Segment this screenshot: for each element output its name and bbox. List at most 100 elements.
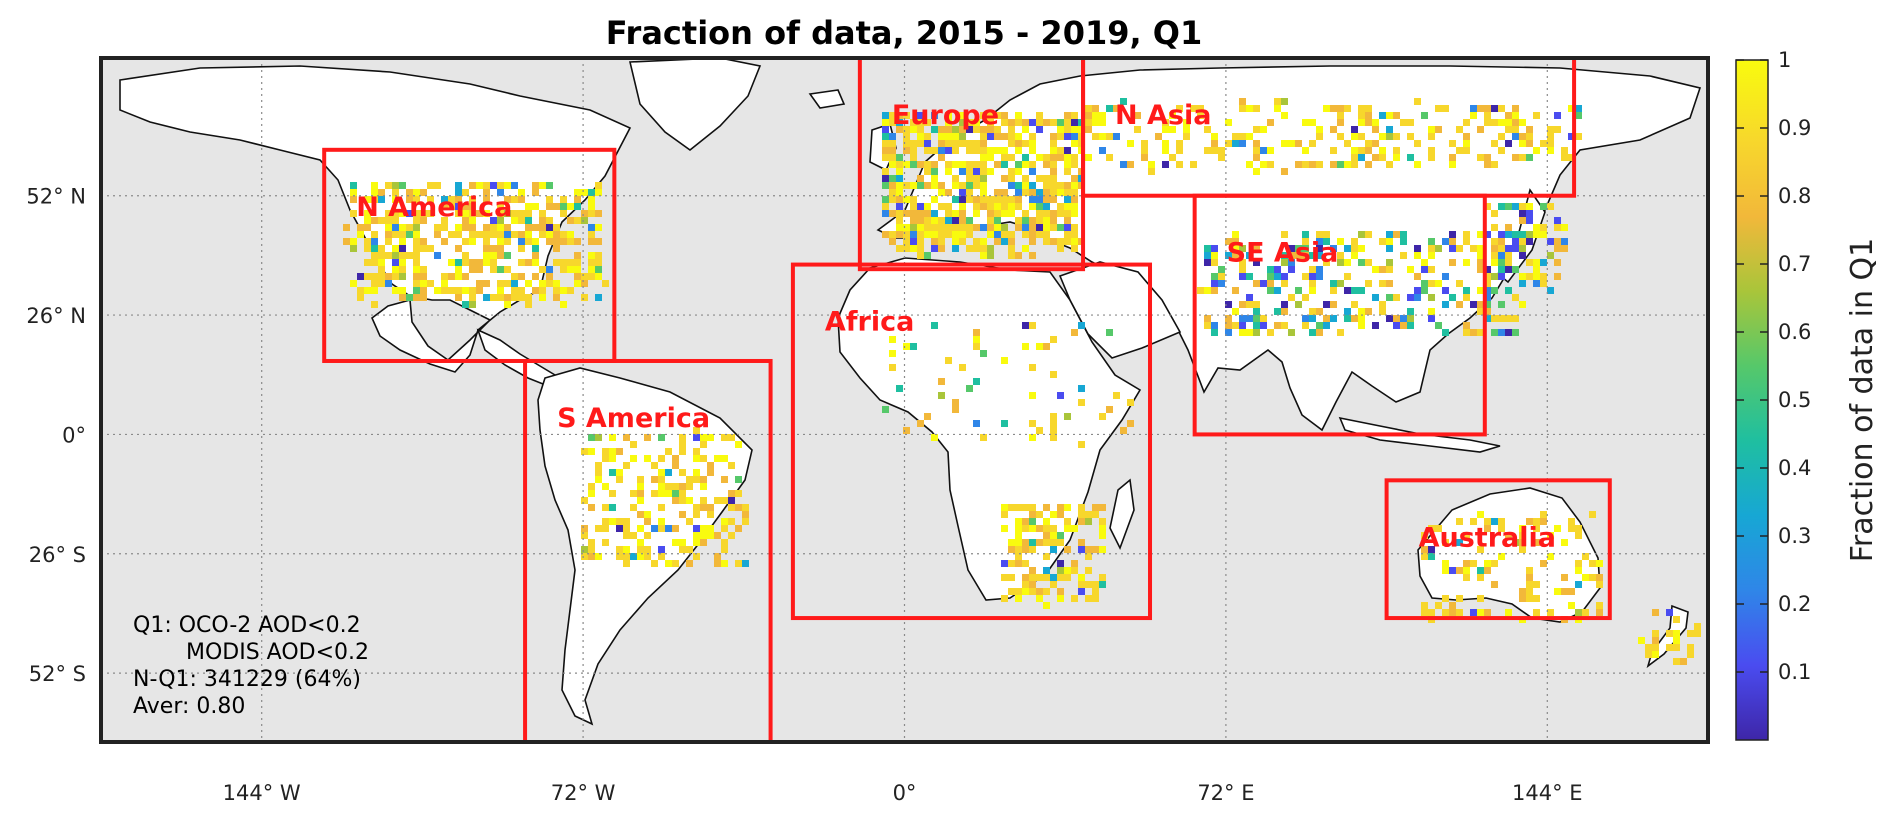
region-label-europe: Europe (892, 100, 999, 131)
data-pixel (385, 210, 392, 217)
data-pixel (1470, 301, 1477, 308)
data-pixel (1036, 154, 1043, 161)
data-pixel (1092, 133, 1099, 140)
data-pixel (1358, 154, 1365, 161)
data-pixel (1071, 245, 1078, 252)
data-pixel (896, 119, 903, 126)
data-pixel (469, 238, 476, 245)
data-pixel (504, 252, 511, 259)
data-pixel (931, 175, 938, 182)
data-pixel (1442, 287, 1449, 294)
data-pixel (469, 203, 476, 210)
data-pixel (1288, 329, 1295, 336)
data-pixel (1253, 154, 1260, 161)
data-pixel (994, 126, 1001, 133)
data-pixel (1127, 140, 1134, 147)
data-pixel (455, 266, 462, 273)
data-pixel (1449, 161, 1456, 168)
data-pixel (1022, 322, 1029, 329)
data-pixel (483, 294, 490, 301)
data-pixel (1050, 413, 1057, 420)
data-pixel (994, 231, 1001, 238)
data-pixel (1253, 140, 1260, 147)
data-pixel (539, 217, 546, 224)
data-pixel (448, 203, 455, 210)
data-pixel (1246, 294, 1253, 301)
data-pixel (1078, 588, 1085, 595)
data-pixel (1512, 539, 1519, 546)
data-pixel (1078, 385, 1085, 392)
data-pixel (1519, 238, 1526, 245)
data-pixel (392, 217, 399, 224)
data-pixel (945, 168, 952, 175)
data-pixel (371, 252, 378, 259)
data-pixel (1015, 161, 1022, 168)
data-pixel (637, 483, 644, 490)
data-pixel (560, 203, 567, 210)
data-pixel (1533, 581, 1540, 588)
data-pixel (1526, 595, 1533, 602)
data-pixel (1246, 105, 1253, 112)
data-pixel (1064, 518, 1071, 525)
data-pixel (1568, 525, 1575, 532)
data-pixel (525, 203, 532, 210)
data-pixel (1176, 105, 1183, 112)
annotation-line-4: Aver: 0.80 (133, 694, 245, 719)
data-pixel (1526, 574, 1533, 581)
data-pixel (1519, 231, 1526, 238)
data-pixel (917, 133, 924, 140)
data-pixel (1071, 210, 1078, 217)
data-pixel (1064, 203, 1071, 210)
data-pixel (1239, 301, 1246, 308)
data-pixel (1043, 553, 1050, 560)
data-pixel (518, 294, 525, 301)
data-pixel (1477, 126, 1484, 133)
data-pixel (1246, 161, 1253, 168)
data-pixel (1253, 280, 1260, 287)
data-pixel (1652, 651, 1659, 658)
data-pixel (966, 161, 973, 168)
data-pixel (644, 434, 651, 441)
data-pixel (1498, 518, 1505, 525)
data-pixel (1099, 574, 1106, 581)
data-pixel (455, 182, 462, 189)
data-pixel (728, 462, 735, 469)
data-pixel (1428, 133, 1435, 140)
data-pixel (1365, 259, 1372, 266)
data-pixel (371, 245, 378, 252)
data-pixel (917, 203, 924, 210)
data-pixel (1568, 154, 1575, 161)
data-pixel (1225, 301, 1232, 308)
data-pixel (1526, 133, 1533, 140)
data-pixel (1071, 189, 1078, 196)
data-pixel (392, 266, 399, 273)
data-pixel (1057, 126, 1064, 133)
data-pixel (1519, 546, 1526, 553)
data-pixel (1050, 182, 1057, 189)
data-pixel (1666, 630, 1673, 637)
data-pixel (1379, 147, 1386, 154)
data-pixel (1001, 224, 1008, 231)
data-pixel (602, 518, 609, 525)
data-pixel (952, 238, 959, 245)
data-pixel (1071, 161, 1078, 168)
data-pixel (1519, 525, 1526, 532)
data-pixel (1526, 259, 1533, 266)
data-pixel (1421, 532, 1428, 539)
data-pixel (1015, 595, 1022, 602)
data-pixel (539, 231, 546, 238)
data-pixel (1029, 588, 1036, 595)
data-pixel (1561, 238, 1568, 245)
data-pixel (1491, 273, 1498, 280)
data-pixel (959, 217, 966, 224)
annotation-line-3: N-Q1: 341229 (64%) (133, 667, 361, 692)
data-pixel (399, 294, 406, 301)
data-pixel (1386, 161, 1393, 168)
lon-tick-label: 72° W (551, 781, 616, 805)
data-pixel (1295, 287, 1302, 294)
data-pixel (1456, 567, 1463, 574)
data-pixel (1288, 266, 1295, 273)
data-pixel (721, 539, 728, 546)
data-pixel (1001, 420, 1008, 427)
colorbar-tick-label: 0.8 (1778, 184, 1811, 208)
